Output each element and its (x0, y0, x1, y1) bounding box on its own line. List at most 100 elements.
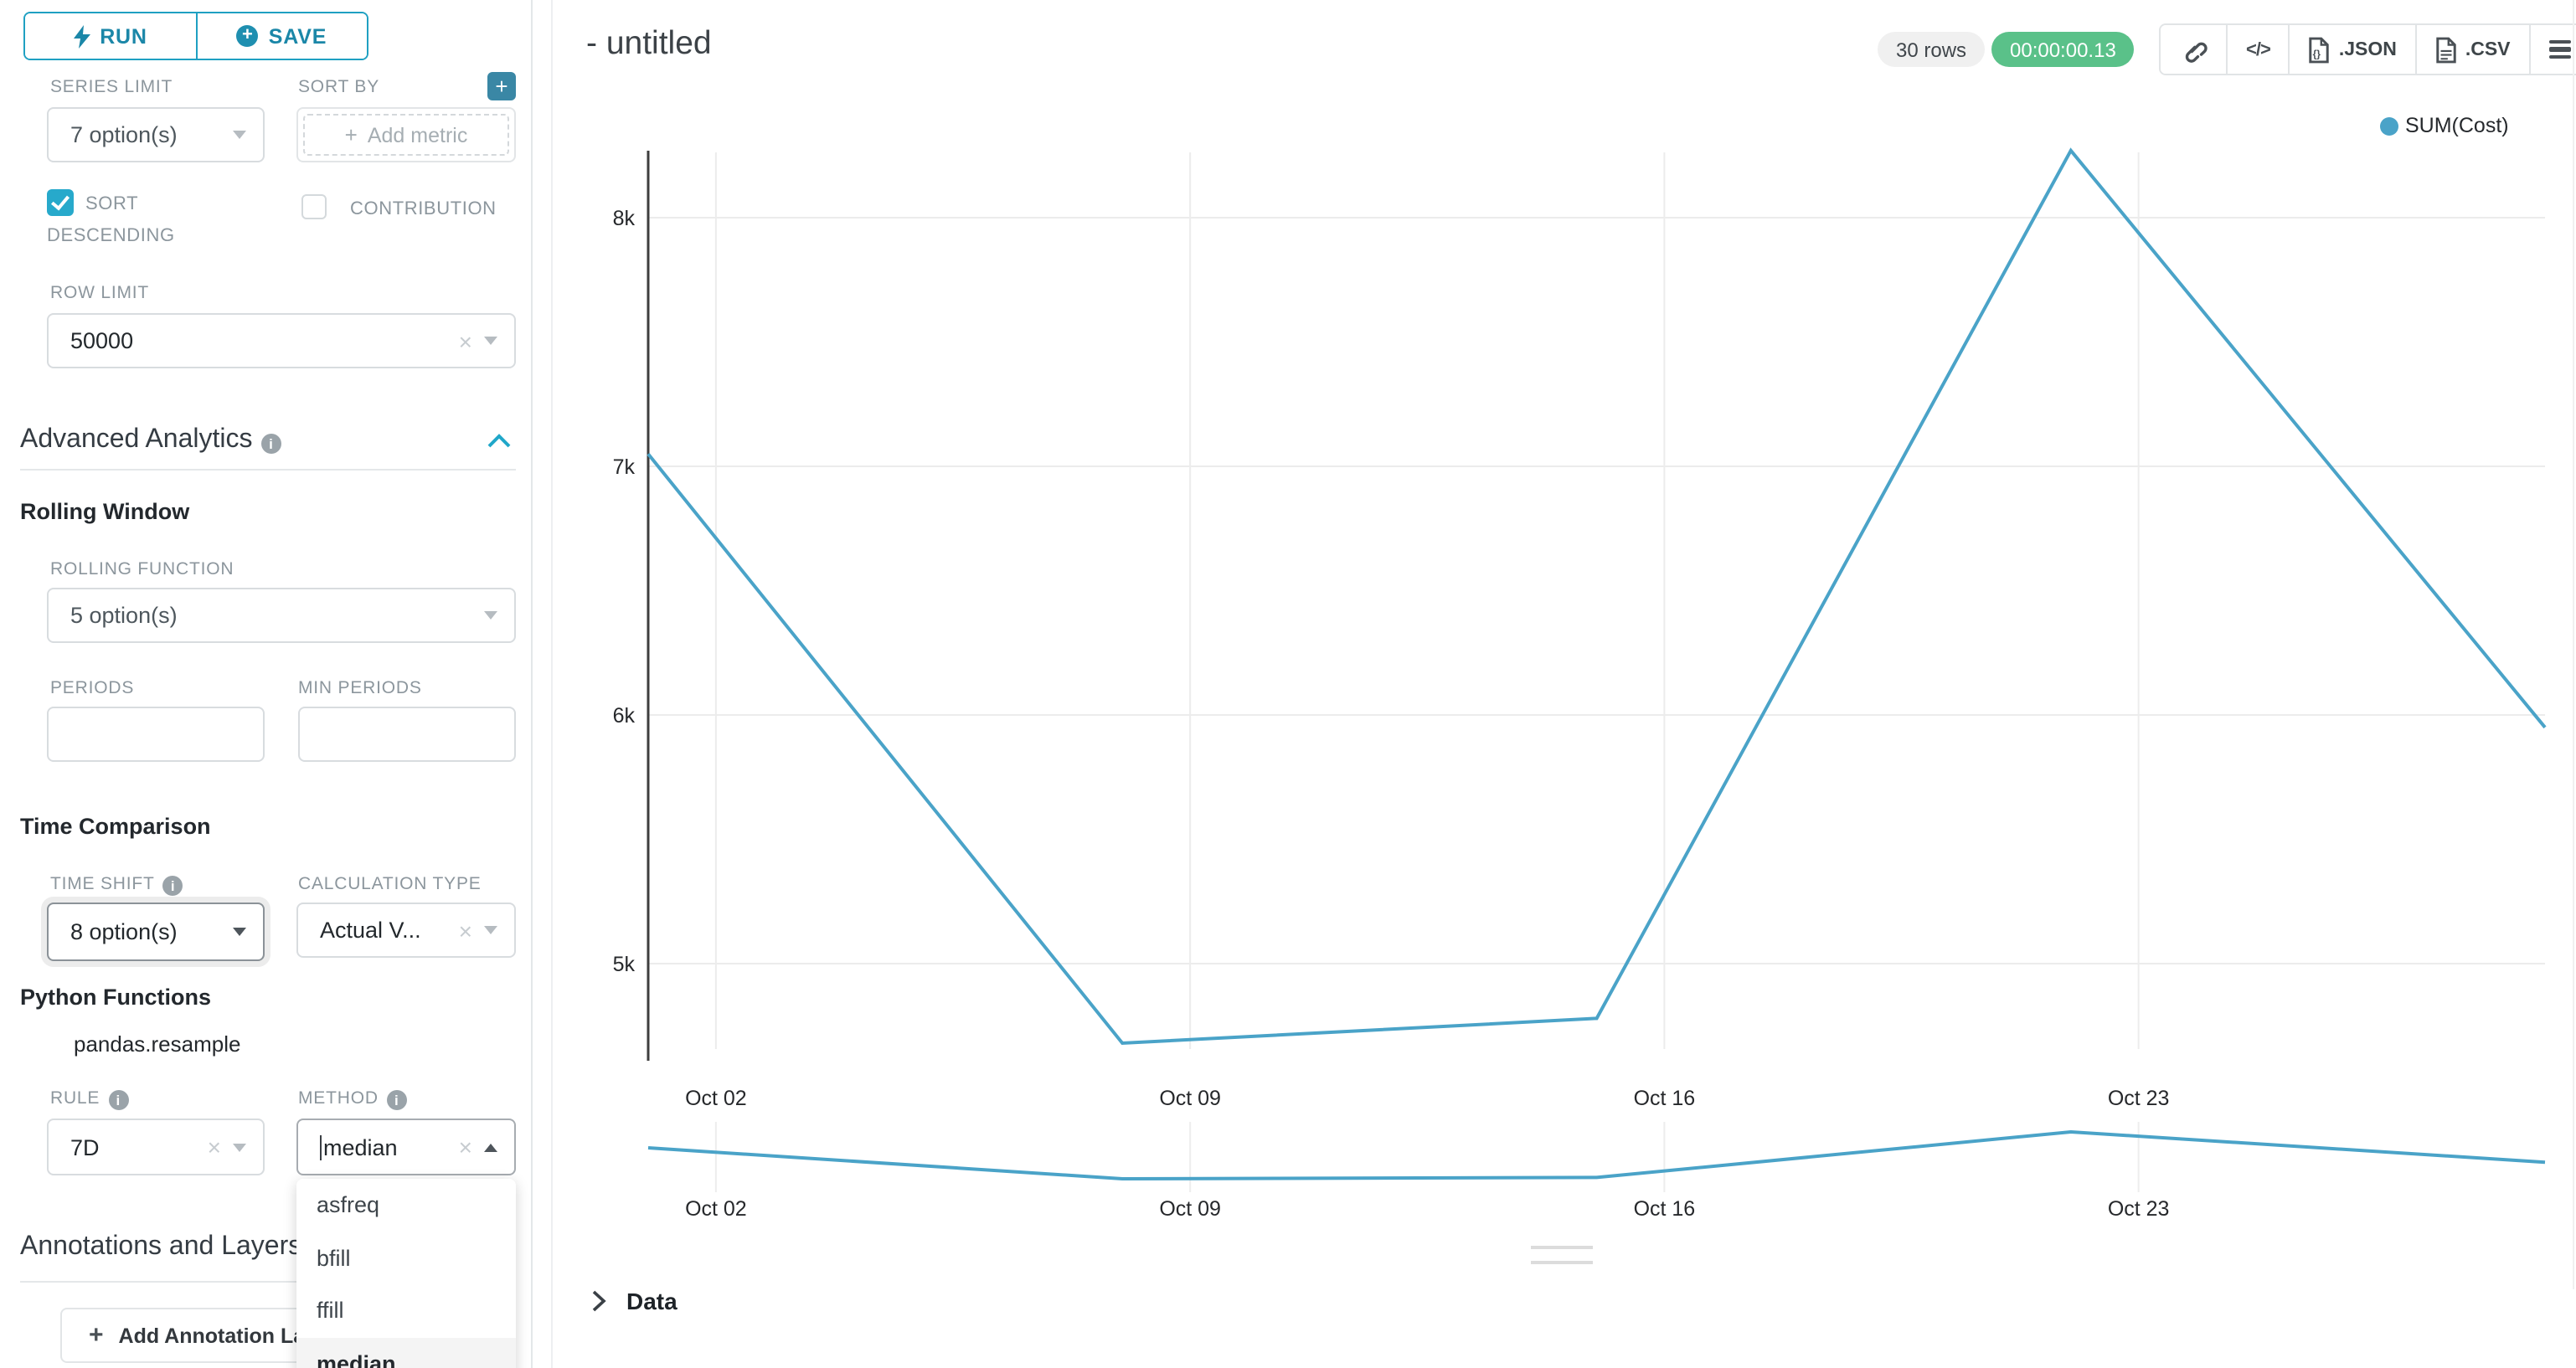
periods-input[interactable] (47, 707, 265, 762)
min-periods-input[interactable] (298, 707, 516, 762)
method-combobox[interactable]: median × (296, 1119, 516, 1175)
row-limit-select[interactable]: 50000 × (47, 313, 516, 368)
pandas-resample-subtitle: pandas.resample (74, 1031, 241, 1057)
chevron-up-icon (484, 1143, 497, 1151)
data-panel-title: Data (626, 1288, 677, 1314)
chevron-down-icon (484, 337, 497, 345)
rolling-function-label: ROLLING FUNCTION (50, 559, 234, 579)
chevron-right-icon (592, 1290, 606, 1312)
python-functions-title: Python Functions (20, 985, 211, 1010)
series-limit-label: SERIES LIMIT (50, 77, 173, 97)
svg-text:7k: 7k (613, 455, 636, 479)
contribution-checkbox[interactable]: CONTRIBUTION (301, 193, 523, 224)
svg-text:Oct 16: Oct 16 (1634, 1087, 1696, 1110)
rolling-window-title: Rolling Window (20, 499, 190, 524)
chart-legend[interactable]: SUM(Cost) (2380, 114, 2509, 137)
clear-icon[interactable]: × (458, 1134, 472, 1160)
svg-text:Oct 09: Oct 09 (1159, 1197, 1221, 1221)
rolling-function-select[interactable]: 5 option(s) (47, 588, 516, 643)
sort-by-add-metric[interactable]: + Add metric (296, 107, 516, 162)
chevron-down-icon (484, 926, 497, 934)
info-icon[interactable]: i (260, 434, 281, 454)
export-toolbar: </> {} .JSON .CSV (2159, 23, 2576, 75)
dropdown-option-asfreq[interactable]: asfreq (317, 1192, 380, 1218)
chevron-down-icon (233, 1143, 246, 1151)
save-button[interactable]: + SAVE (197, 13, 367, 59)
method-label: METHOD i (298, 1088, 407, 1110)
export-json-button[interactable]: {} .JSON (2290, 25, 2417, 74)
svg-text:8k: 8k (613, 207, 636, 230)
legend-dot-icon (2380, 116, 2398, 135)
lightning-icon (73, 24, 90, 48)
clear-icon[interactable]: × (207, 1134, 221, 1160)
plus-circle-icon: + (236, 25, 259, 47)
calculation-type-label: CALCULATION TYPE (298, 874, 482, 894)
export-csv-button[interactable]: .CSV (2416, 25, 2531, 74)
clear-icon[interactable]: × (458, 327, 472, 354)
add-sort-by-button[interactable]: + (487, 72, 516, 100)
advanced-analytics-header[interactable]: Advanced Analytics i (20, 425, 281, 455)
svg-text:6k: 6k (613, 704, 636, 728)
info-icon[interactable]: i (108, 1090, 129, 1110)
dropdown-option-median[interactable]: median (296, 1337, 516, 1368)
time-shift-label: TIME SHIFT i (50, 874, 183, 896)
dropdown-option-ffill[interactable]: ffill (317, 1298, 344, 1324)
info-icon[interactable]: i (386, 1090, 407, 1110)
min-periods-label: MIN PERIODS (298, 678, 422, 698)
annotations-layers-header[interactable]: Annotations and Layers (20, 1232, 302, 1261)
copy-link-button[interactable] (2161, 25, 2228, 74)
hamburger-menu-icon (2548, 39, 2571, 59)
control-panel: RUN + SAVE SERIES LIMIT SORT BY + 7 opti… (0, 0, 533, 1368)
checkbox-checked-icon (47, 189, 74, 216)
chart-menu-button[interactable] (2530, 25, 2576, 74)
data-panel-toggle[interactable]: Data (591, 1288, 677, 1314)
panel-resize-handle[interactable] (1531, 1246, 1593, 1264)
time-shift-select[interactable]: 8 option(s) (47, 903, 265, 961)
plus-icon: + (89, 1321, 104, 1350)
svg-text:Oct 23: Oct 23 (2108, 1087, 2170, 1110)
svg-text:5k: 5k (613, 953, 636, 976)
file-csv-icon (2436, 36, 2456, 63)
sort-descending-checkbox[interactable]: SORT DESCENDING (47, 188, 251, 251)
query-timer-badge: 00:00:00.13 (1991, 32, 2135, 67)
chevron-down-icon (233, 131, 246, 139)
dropdown-option-bfill[interactable]: bfill (317, 1245, 351, 1271)
add-metric-placeholder: Add metric (367, 123, 468, 147)
checkbox-empty-icon (301, 194, 327, 219)
chevron-down-icon (484, 611, 497, 620)
save-button-label: SAVE (268, 24, 327, 48)
row-limit-label: ROW LIMIT (50, 283, 150, 303)
file-json-icon: {} (2310, 36, 2330, 63)
chevron-down-icon (233, 928, 246, 936)
periods-label: PERIODS (50, 678, 135, 698)
svg-text:Oct 09: Oct 09 (1159, 1087, 1221, 1110)
panel-edge (2573, 0, 2574, 1289)
legend-label: SUM(Cost) (2405, 114, 2509, 137)
svg-text:Oct 23: Oct 23 (2108, 1197, 2170, 1221)
rule-select[interactable]: 7D × (47, 1119, 265, 1175)
chevron-up-icon[interactable] (487, 434, 511, 449)
rule-label: RULE i (50, 1088, 129, 1110)
divider (20, 1281, 516, 1283)
method-dropdown-list: asfreq bfill ffill median (296, 1179, 516, 1368)
embed-code-button[interactable]: </> (2228, 25, 2290, 74)
divider (20, 469, 516, 471)
rows-count-badge: 30 rows (1878, 32, 1986, 67)
link-icon (2185, 42, 2208, 63)
clear-icon[interactable]: × (458, 917, 472, 944)
svg-text:Oct 02: Oct 02 (685, 1197, 747, 1221)
run-button[interactable]: RUN (25, 13, 197, 59)
sort-by-label: SORT BY (298, 77, 380, 97)
plus-icon: + (344, 122, 358, 147)
calculation-type-select[interactable]: Actual V... × (296, 903, 516, 958)
info-icon[interactable]: i (162, 876, 183, 896)
chart-canvas[interactable]: 8k 7k 6k 5k Oct 02 Oct 09 Oct 16 Oct 23 Oct 02 Oc… (553, 0, 2576, 1368)
series-limit-select[interactable]: 7 option(s) (47, 107, 265, 162)
run-save-button-group: RUN + SAVE (23, 12, 368, 60)
run-button-label: RUN (100, 24, 147, 48)
chart-title[interactable]: - untitled (586, 25, 712, 62)
text-cursor (320, 1134, 322, 1160)
time-comparison-title: Time Comparison (20, 814, 211, 839)
svg-text:Oct 02: Oct 02 (685, 1087, 747, 1110)
